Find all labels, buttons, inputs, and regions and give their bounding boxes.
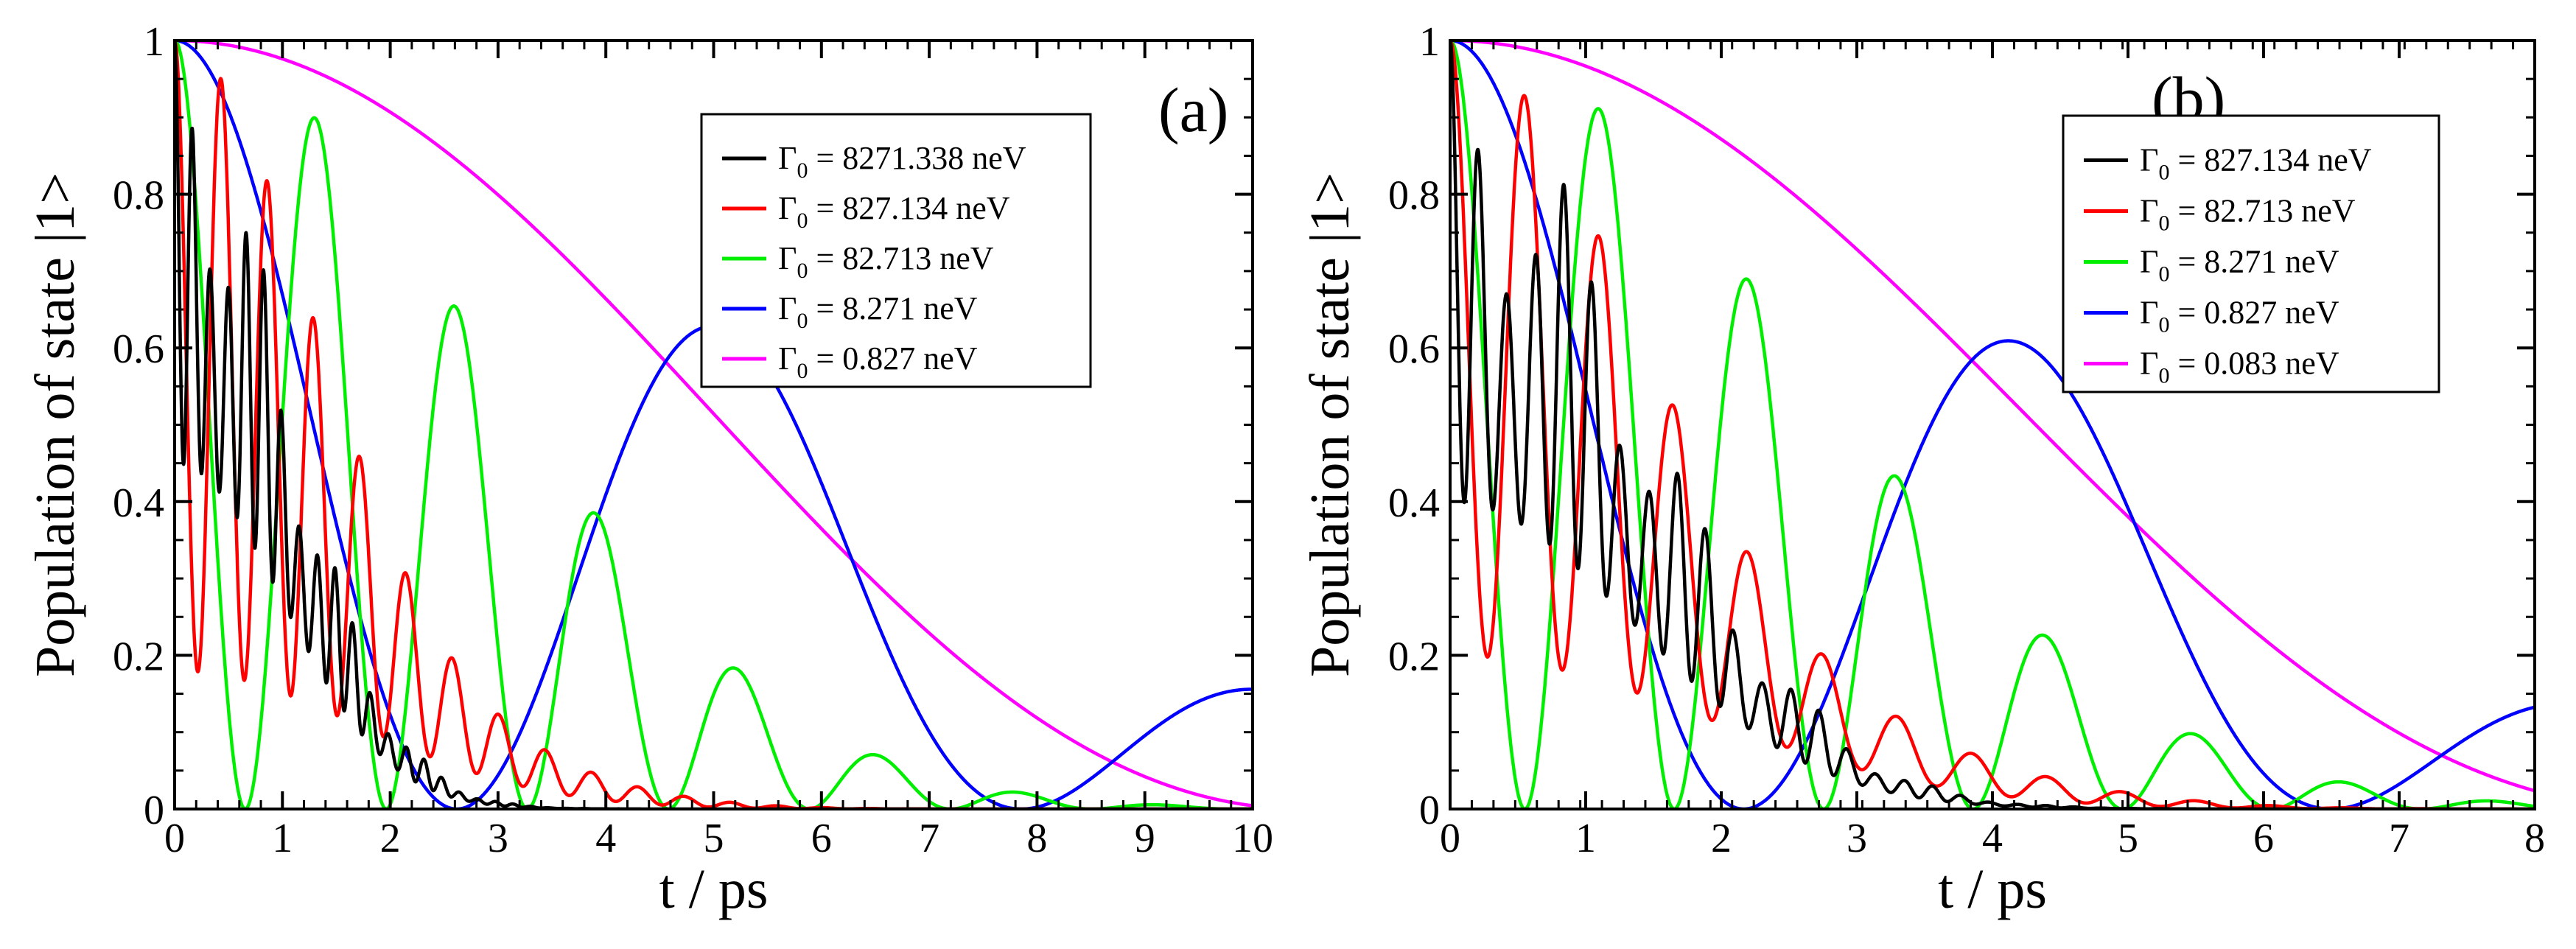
x-tick-label: 1	[1575, 816, 1596, 861]
x-tick-label: 9	[1135, 816, 1155, 861]
x-tick-label: 6	[2253, 816, 2274, 861]
x-tick-label: 5	[704, 816, 724, 861]
x-axis-title: t / ps	[1938, 858, 2047, 920]
y-tick-label: 1	[1419, 19, 1440, 65]
legend-entry-label: Γ0 = 0.827 neV	[2140, 295, 2339, 337]
legend-entry-label: Γ0 = 82.713 neV	[2140, 193, 2356, 236]
y-tick-label: 0	[144, 788, 164, 833]
y-tick-label: 0.8	[1388, 173, 1440, 219]
legend-entry-label: Γ0 = 82.713 neV	[778, 240, 994, 283]
legend: Γ0 = 8271.338 neV Γ0 = 827.134 neV Γ0 = 82…	[700, 113, 1092, 388]
legend-entry-label: Γ0 = 0.083 neV	[2140, 346, 2339, 388]
panel-label: (a)	[1158, 74, 1228, 145]
x-tick-label: 4	[1982, 816, 2003, 861]
x-tick-label: 4	[595, 816, 616, 861]
x-tick-label: 7	[919, 816, 939, 861]
legend: Γ0 = 827.134 neV Γ0 = 82.713 neV Γ0 = 8.27…	[2062, 114, 2440, 393]
chart-panel-b: 0 1 2 3 4 5 6 7 8 0 0.2 0.4 0.6 0.8 1 t / ps Population …	[1299, 19, 2545, 920]
chart-panel-a: 0 1 2 3 4 5 6 7 8 9 10 0 0.2 0.4 0.6 0.8 1 t / ps Populati…	[24, 19, 1273, 920]
y-axis-title: Population of state |1>	[1299, 172, 1361, 677]
y-tick-label: 0.2	[113, 634, 164, 679]
y-axis-title: Population of state |1>	[24, 172, 86, 677]
legend-entry-label: Γ0 = 8.271 neV	[778, 290, 978, 333]
x-tick-label: 5	[2118, 816, 2138, 861]
series-line-1	[175, 41, 1253, 809]
y-tick-label: 0	[1419, 788, 1440, 833]
legend-entry-label: Γ0 = 8.271 neV	[2140, 244, 2339, 287]
y-tick-label: 1	[144, 19, 164, 65]
y-tick-label: 0.6	[113, 326, 164, 372]
series-line-5	[1450, 41, 2535, 793]
x-tick-label: 6	[811, 816, 832, 861]
legend-entry-label: Γ0 = 0.827 neV	[778, 340, 978, 383]
x-tick-label: 3	[1847, 816, 1867, 861]
x-tick-label: 0	[164, 816, 185, 861]
series-line-3	[1450, 41, 2535, 809]
x-tick-label: 7	[2389, 816, 2409, 861]
y-tick-label: 0.6	[1388, 326, 1440, 372]
y-tick-label: 0.2	[1388, 634, 1440, 679]
y-tick-label: 0.8	[113, 173, 164, 219]
x-tick-label: 0	[1440, 816, 1460, 861]
x-tick-label: 10	[1232, 816, 1273, 861]
legend-entry-label: Γ0 = 8271.338 neV	[778, 140, 1026, 183]
series-line-5	[175, 41, 1253, 808]
y-tick-label: 0.4	[113, 480, 164, 526]
series-line-3	[175, 41, 1253, 809]
x-tick-label: 2	[1711, 816, 1732, 861]
x-tick-label: 8	[1026, 816, 1047, 861]
y-tick-label: 0.4	[1388, 480, 1440, 526]
x-tick-label: 2	[380, 816, 401, 861]
x-tick-label: 8	[2524, 816, 2545, 861]
legend-entry-label: Γ0 = 827.134 neV	[778, 190, 1010, 233]
legend-entry-label: Γ0 = 827.134 neV	[2140, 142, 2372, 185]
x-tick-label: 3	[488, 816, 508, 861]
x-axis-title: t / ps	[659, 858, 769, 920]
x-tick-label: 1	[272, 816, 293, 861]
